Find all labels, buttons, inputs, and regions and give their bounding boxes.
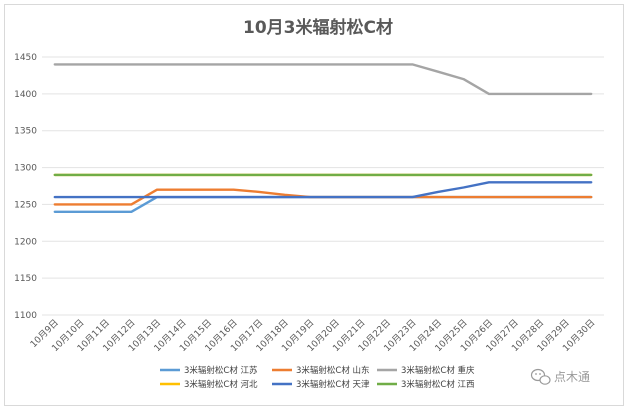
y-tick-label: 1200	[14, 237, 37, 247]
y-tick-label: 1450	[14, 53, 37, 63]
gridlines	[42, 56, 604, 316]
x-axis: 10月9日10月10日10月11日10月12日10月13日10月14日10月15…	[28, 317, 597, 354]
legend-label: 3米辐射松C材 重庆	[401, 365, 475, 376]
legend-item: 3米辐射松C材 重庆	[377, 365, 475, 376]
series-line-3	[53, 63, 593, 96]
legend-label: 3米辐射松C材 江苏	[184, 365, 258, 376]
chart-title: 10月3米辐射松C材	[243, 17, 393, 38]
legend-label: 3米辐射松C材 天津	[296, 379, 370, 390]
series-line-5	[53, 181, 593, 199]
watermark: 点木通	[530, 368, 590, 385]
legend-item: 3米辐射松C材 山东	[272, 365, 370, 376]
series-lines	[53, 63, 593, 214]
legend-item: 3米辐射松C材 江西	[377, 379, 475, 390]
watermark-text: 点木通	[554, 370, 590, 384]
y-tick-label: 1150	[14, 274, 37, 284]
legend: 3米辐射松C材 江苏 3米辐射松C材 山东 3米辐射松C材 重庆 3米辐射松C材 河北…	[160, 365, 475, 390]
y-axis: 1100 1150 1200 1250 1300 1350 1400 1450	[14, 53, 37, 321]
wechat-icon	[530, 368, 551, 385]
y-tick-label: 1250	[14, 200, 37, 210]
legend-item: 3米辐射松C材 河北	[160, 379, 258, 390]
y-tick-label: 1300	[14, 164, 37, 174]
legend-label: 3米辐射松C材 山东	[296, 365, 370, 376]
legend-label: 3米辐射松C材 河北	[184, 379, 258, 390]
y-tick-label: 1400	[14, 90, 37, 100]
y-tick-label: 1350	[14, 127, 37, 137]
y-tick-label: 1100	[14, 311, 37, 321]
legend-label: 3米辐射松C材 江西	[401, 379, 475, 390]
legend-item: 3米辐射松C材 天津	[272, 379, 370, 390]
legend-item: 3米辐射松C材 江苏	[160, 365, 258, 376]
